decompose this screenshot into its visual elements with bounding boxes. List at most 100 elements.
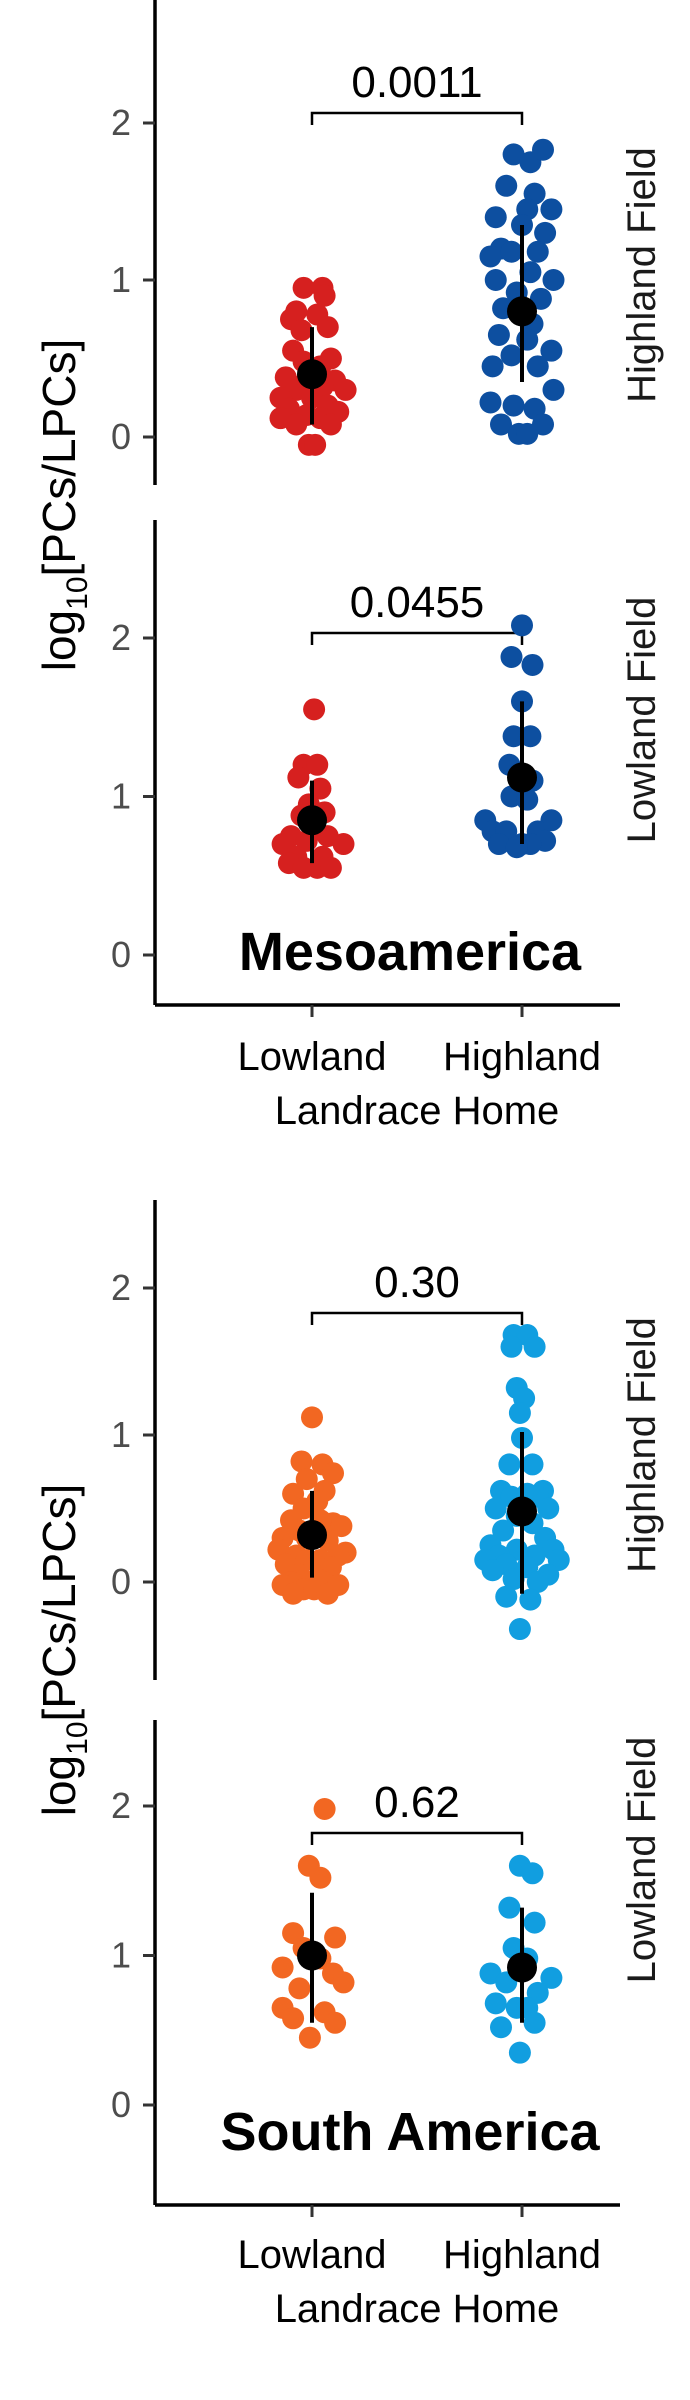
data-point <box>542 378 565 401</box>
data-point <box>313 1797 336 1820</box>
data-point <box>484 1992 507 2015</box>
panel-3: 0 1 2 0.30 <box>111 1200 570 1680</box>
data-point <box>508 1618 531 1641</box>
data-point <box>516 422 539 445</box>
group-highland <box>474 614 563 859</box>
data-point <box>540 1966 563 1989</box>
data-point <box>288 1977 311 2000</box>
mean-point <box>297 1940 327 1971</box>
data-point <box>304 433 327 456</box>
data-point <box>290 1450 313 1473</box>
data-point <box>287 766 310 789</box>
p-value-label: 0.0455 <box>350 578 485 627</box>
data-point <box>295 1468 318 1491</box>
data-point <box>330 1515 353 1538</box>
data-point <box>540 339 563 362</box>
data-point <box>301 1406 323 1429</box>
x-axis-title-mesoamerica: Landrace Home <box>275 1089 560 1133</box>
y-axis-title-subscript: 10 <box>61 1721 94 1754</box>
data-point <box>322 1462 344 1485</box>
data-point <box>495 174 518 197</box>
strip-label-sa-lowland-field: Lowland Field <box>620 1737 664 1984</box>
data-point <box>319 856 342 879</box>
strip-label-meso-lowland-field: Lowland Field <box>620 597 664 844</box>
group-lowland <box>269 276 357 456</box>
group-lowland <box>267 1406 357 1605</box>
panel-2: 0 1 2 0.0455 <box>111 520 620 1017</box>
data-point <box>290 319 313 342</box>
data-point <box>490 2016 512 2039</box>
data-point <box>521 1862 544 1885</box>
y-tick-label: 2 <box>111 1785 131 1826</box>
data-point <box>526 355 549 378</box>
data-point <box>332 833 355 856</box>
y-tick-label: 0 <box>111 934 131 975</box>
group-highland <box>479 138 565 445</box>
data-point <box>521 653 544 676</box>
data-point <box>487 323 510 346</box>
data-point <box>282 1582 305 1605</box>
data-point <box>309 777 332 800</box>
group-highland <box>479 1854 563 2064</box>
data-point <box>484 269 507 291</box>
data-point <box>529 287 552 310</box>
y-tick-label: 1 <box>111 1414 131 1455</box>
data-point <box>492 1519 515 1542</box>
data-point <box>532 138 554 161</box>
data-point <box>479 391 502 414</box>
panel-1: 0 1 2 0.0011 <box>111 0 565 485</box>
mean-point <box>507 1952 537 1983</box>
data-point <box>526 1571 549 1593</box>
data-point <box>523 2011 546 2034</box>
mean-point <box>507 296 537 327</box>
data-point <box>309 1866 332 1889</box>
data-point <box>508 2041 531 2064</box>
data-point <box>502 143 525 166</box>
data-point <box>490 413 512 436</box>
data-point <box>502 1568 525 1591</box>
strip-label-meso-highland-field: Highland Field <box>620 147 664 403</box>
data-point <box>521 1453 544 1476</box>
data-point <box>484 1497 507 1520</box>
x-axis-title-south-america: Landrace Home <box>275 2287 560 2331</box>
data-point <box>481 355 504 378</box>
y-tick-label: 0 <box>111 416 131 457</box>
y-axis-title-mesoamerica: log10[PCs/LPCs] <box>33 339 94 672</box>
y-tick-label: 0 <box>111 1561 131 1602</box>
data-point <box>498 1453 521 1476</box>
data-point <box>495 1585 518 1608</box>
data-point <box>511 614 533 637</box>
data-point <box>516 328 539 351</box>
data-point <box>537 1497 560 1520</box>
group-lowland <box>271 1797 355 2049</box>
significance-bracket <box>310 111 524 125</box>
data-point <box>502 394 525 417</box>
region-label-south-america: South America <box>220 2102 600 2162</box>
y-tick-label: 0 <box>111 2084 131 2125</box>
data-point <box>534 221 557 244</box>
y-tick-label: 1 <box>111 776 131 817</box>
x-category-lowland-south-america: Lowland <box>237 2233 386 2277</box>
x-category-lowland-mesoamerica: Lowland <box>237 1035 386 1079</box>
data-point <box>484 206 507 229</box>
data-point <box>519 261 542 284</box>
data-point <box>500 1335 523 1358</box>
x-category-highland-south-america: Highland <box>443 2233 601 2277</box>
data-point <box>319 413 342 436</box>
data-point <box>526 240 549 263</box>
data-point <box>271 1956 294 1979</box>
data-point <box>332 1971 355 1994</box>
group-lowland <box>271 698 355 879</box>
y-axis-title-south-america: log10[PCs/LPCs] <box>33 1484 94 1817</box>
data-point <box>316 1582 339 1605</box>
x-category-highland-mesoamerica: Highland <box>443 1035 601 1079</box>
data-point <box>519 1588 542 1611</box>
y-axis-title-subscript: 10 <box>61 576 94 609</box>
significance-bracket <box>310 1311 524 1325</box>
y-tick-label: 1 <box>111 1935 131 1976</box>
data-point <box>481 1559 504 1582</box>
data-point <box>316 316 339 339</box>
mean-point <box>297 805 327 836</box>
mean-point <box>297 359 327 390</box>
